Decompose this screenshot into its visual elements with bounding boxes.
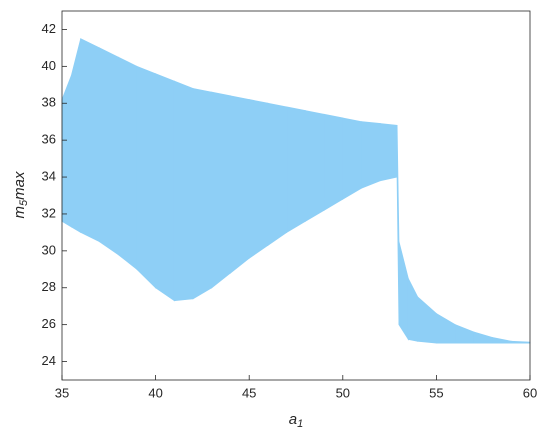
band-segment: [417, 296, 437, 344]
band-segment: [248, 99, 269, 259]
y-axis-label: m5max: [11, 171, 30, 218]
band-segment: [361, 121, 381, 189]
y-tick-label: 28: [42, 279, 56, 294]
band-segment: [267, 102, 288, 247]
band-segment: [454, 324, 475, 344]
band-segment: [136, 65, 157, 289]
y-tick-label: 42: [42, 21, 56, 36]
x-label-subscript: 1: [297, 418, 303, 430]
band-segment: [61, 75, 72, 228]
x-tick-label: 45: [242, 385, 256, 400]
band-segment: [70, 38, 82, 234]
x-tick-label: 35: [55, 385, 69, 400]
band-segment: [286, 106, 306, 234]
band-segment: [230, 95, 250, 274]
band-segment: [407, 278, 419, 342]
band-segment: [99, 47, 119, 256]
band-segment: [192, 88, 213, 300]
plot-frame: [61, 10, 531, 381]
y-tick-label: 26: [42, 316, 56, 331]
band-segment: [342, 117, 362, 200]
y-label-text: m: [11, 206, 28, 219]
band-segment: [398, 241, 409, 341]
y-tick-label: 38: [42, 95, 56, 110]
y-label-subscript: 5: [18, 199, 30, 206]
y-label-suffix: max: [11, 171, 28, 200]
y-tick-label: 32: [42, 205, 56, 220]
y-tick-label: 36: [42, 132, 56, 147]
band-segment: [379, 123, 398, 182]
band-segment: [155, 73, 175, 302]
band-segment: [173, 80, 194, 302]
band-segment: [304, 110, 325, 223]
band-segment: [435, 312, 456, 344]
band-segment: [117, 56, 138, 271]
x-label-text: a: [289, 411, 297, 428]
x-tick-label: 55: [429, 385, 443, 400]
band-segment: [211, 91, 231, 289]
y-tick-label: 40: [42, 58, 56, 73]
x-tick-label: 40: [148, 385, 162, 400]
x-tick-label: 60: [523, 385, 537, 400]
y-tick-label: 24: [42, 353, 56, 368]
x-axis-label: a1: [289, 411, 303, 430]
x-tick-label: 50: [336, 385, 350, 400]
band-segment: [492, 337, 512, 344]
band-segment: [510, 340, 531, 344]
band-segment: [80, 38, 100, 243]
band-segment: [323, 113, 344, 211]
y-tick-label: 34: [42, 168, 56, 183]
y-tick-label: 30: [42, 242, 56, 257]
band-segment: [473, 331, 493, 344]
